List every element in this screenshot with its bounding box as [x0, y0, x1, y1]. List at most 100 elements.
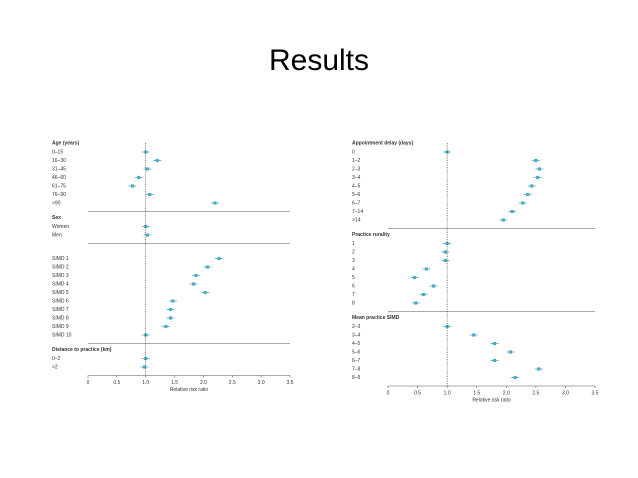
point	[510, 209, 514, 214]
point	[445, 241, 449, 246]
x-tick-label: 2.5	[532, 390, 539, 396]
point	[130, 184, 135, 188]
row-label: SIMD 1	[52, 256, 69, 262]
group-title: Practice rurality	[352, 232, 390, 238]
row-label: 76–90	[52, 192, 66, 198]
x-tick-label: 2.5	[229, 380, 236, 386]
x-tick-label: 0.5	[414, 390, 421, 396]
point	[203, 290, 207, 295]
row-label: 61–75	[52, 183, 66, 189]
x-tick-label: 3.5	[592, 390, 599, 396]
point	[155, 158, 159, 163]
row-label: 0	[352, 149, 355, 155]
row-label: Women	[52, 224, 69, 230]
x-tick-label: 1.5	[171, 380, 178, 386]
x-tick-label: 0.5	[113, 380, 120, 386]
point	[443, 250, 447, 254]
point	[513, 375, 517, 380]
point	[534, 158, 538, 163]
row-label: >14	[352, 217, 361, 223]
row-label: 6–7	[352, 200, 361, 206]
point	[164, 324, 168, 329]
row-label: 5	[352, 275, 355, 281]
point	[521, 201, 525, 205]
point	[492, 358, 497, 363]
point	[472, 333, 476, 337]
point	[492, 341, 497, 346]
point	[144, 224, 148, 229]
point	[536, 175, 540, 180]
point	[537, 167, 542, 171]
row-label: 0–15	[52, 149, 63, 155]
row-label: 1	[352, 241, 355, 247]
point	[537, 367, 541, 371]
row-label: Men	[52, 232, 62, 238]
row-label: >2	[52, 364, 58, 370]
row-label: 6	[352, 283, 355, 289]
point	[424, 267, 429, 271]
point	[148, 192, 152, 197]
group-title: Sex	[52, 215, 61, 221]
row-label: 5–6	[352, 192, 361, 198]
group-title: Distance to practice (km)	[52, 347, 112, 353]
row-label: 3–4	[352, 175, 361, 181]
point	[205, 265, 210, 269]
row-label: SIMD 7	[52, 307, 69, 313]
row-label: 6–7	[352, 358, 361, 364]
row-label: 5–6	[352, 349, 361, 355]
x-axis-label: Relative risk ratio	[472, 397, 511, 403]
row-label: SIMD 10	[52, 332, 72, 338]
point	[445, 150, 449, 154]
row-label: 2–3	[352, 324, 361, 330]
row-label: SIMD 9	[52, 324, 69, 330]
row-label: 7–8	[352, 366, 361, 372]
row-label: SIMD 3	[52, 273, 69, 279]
row-label: SIMD 5	[52, 290, 69, 296]
group-title: Age (years)	[52, 140, 80, 146]
row-label: 4	[352, 266, 355, 272]
x-tick-label: 0	[87, 380, 90, 386]
point	[501, 218, 505, 222]
point	[168, 307, 173, 312]
point	[413, 275, 417, 280]
row-label: 31–45	[52, 166, 66, 172]
point	[192, 282, 196, 286]
row-label: 4–5	[352, 183, 361, 189]
row-label: 8–9	[352, 375, 361, 381]
row-label: 7	[352, 292, 355, 298]
x-tick-label: 1.5	[473, 390, 480, 396]
group-title: Appointment delay (days)	[352, 140, 413, 146]
row-label: >90	[52, 200, 61, 206]
row-label: 3–4	[352, 332, 361, 338]
row-label: 46–60	[52, 175, 66, 181]
point	[213, 201, 217, 205]
x-tick-label: 0	[387, 390, 390, 396]
point	[508, 350, 513, 354]
point	[431, 284, 436, 288]
slide-title: Results	[269, 44, 369, 77]
point	[145, 233, 150, 237]
x-axis-label: Relative risk ratio	[170, 387, 209, 393]
row-label: 7–14	[352, 209, 363, 215]
x-tick-label: 2.0	[200, 380, 207, 386]
row-label: 16–30	[52, 158, 66, 164]
x-tick-label: 1.0	[444, 390, 451, 396]
point	[144, 150, 148, 154]
point	[525, 192, 530, 197]
x-tick-label: 3.0	[258, 380, 265, 386]
row-label: SIMD 6	[52, 298, 69, 304]
row-label: 8	[352, 300, 355, 306]
point	[137, 175, 141, 180]
x-tick-label: 2.0	[503, 390, 510, 396]
row-label: SIMD 8	[52, 315, 69, 321]
row-label: 2	[352, 249, 355, 255]
row-label: 1–2	[352, 158, 361, 164]
x-tick-label: 1.0	[142, 380, 149, 386]
row-label: 0–2	[52, 356, 61, 362]
point	[217, 256, 221, 261]
x-tick-label: 3.0	[562, 390, 569, 396]
x-tick-label: 3.5	[287, 380, 294, 386]
point	[142, 365, 147, 369]
